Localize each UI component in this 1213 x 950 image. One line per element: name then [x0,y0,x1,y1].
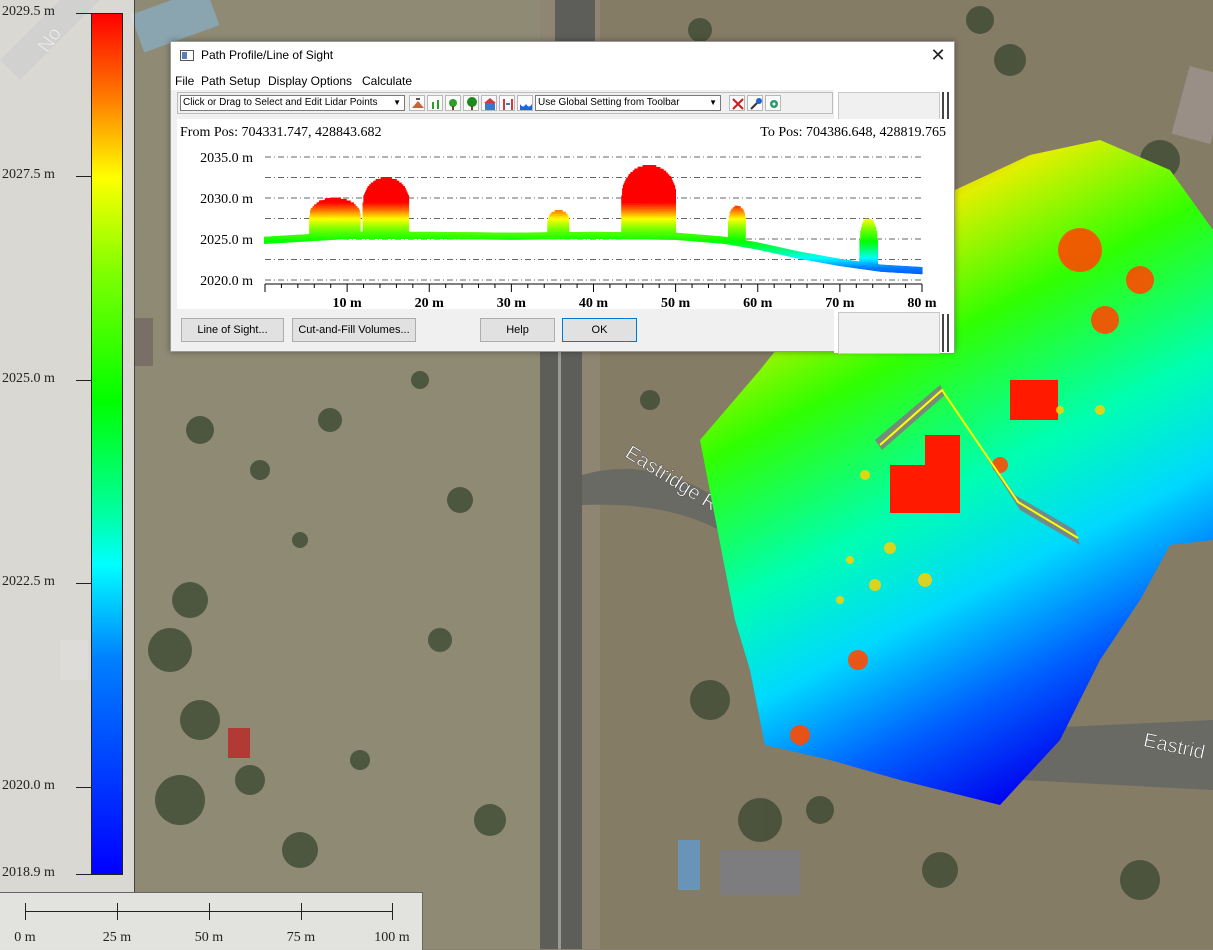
scale-label: 75 m [287,930,315,946]
divider [947,314,949,352]
scale-tick [209,903,210,920]
legend-label: 2025.0 m [2,371,55,387]
x-tick-label: 60 m [743,296,773,309]
scale-label: 25 m [103,930,131,946]
chevron-down-icon: ▼ [709,96,717,110]
menu-file[interactable]: File [175,74,194,88]
menu-display-options[interactable]: Display Options [268,74,352,88]
y-tick-label: 2025.0 m [200,233,253,248]
close-icon: ✕ [930,45,945,65]
profile-point [567,217,569,219]
legend-label: 2027.5 m [2,167,55,183]
side-panel-box [838,312,940,354]
x-tick-label: 50 m [661,296,691,309]
scale-tick [25,903,26,920]
from-position: From Pos: 704331.747, 428843.682 [180,125,381,141]
menu-path-setup[interactable]: Path Setup [201,74,260,88]
divider [942,92,944,122]
profile-plot-area[interactable]: From Pos: 704331.747, 428843.682 To Pos:… [177,119,949,309]
low-vegetation-icon[interactable] [427,95,443,111]
x-tick-label: 30 m [497,296,527,309]
x-tick-label: 40 m [579,296,609,309]
legend-label: 2022.5 m [2,574,55,590]
profile-point [358,213,360,215]
scale-tick [301,903,302,920]
delete-points-icon[interactable] [729,95,745,111]
global-setting-value: Use Global Setting from Toolbar [538,97,680,108]
legend-tick [76,176,91,177]
profile-chart[interactable]: 2020.0 m 2025.0 m 2030.0 m 2035.0 m 10 m 20 m… [177,119,949,309]
elevation-legend: 2029.5 m 2027.5 m 2025.0 m 2022.5 m 2020… [0,0,135,892]
ground-class-icon[interactable] [409,95,425,111]
scale-bar: 0 m 25 m 50 m 75 m 100 m [0,892,423,950]
y-tick-label: 2020.0 m [200,274,253,289]
legend-tick [76,787,91,788]
profile-toolbar: Click or Drag to Select and Edit Lidar P… [177,92,833,114]
path-profile-dialog[interactable]: Path Profile/Line of Sight ✕ File Path S… [170,41,955,352]
elevation-color-ramp [91,13,123,875]
y-tick-label: 2035.0 m [200,151,253,166]
legend-tick [76,583,91,584]
scale-label: 100 m [374,930,409,946]
lidar-edit-mode-value: Click or Drag to Select and Edit Lidar P… [183,97,378,108]
tools-icon[interactable] [747,95,763,111]
y-tick-label: 2030.0 m [200,192,253,207]
window-app-icon [180,50,194,61]
noise-class-icon[interactable] [499,95,515,111]
close-button[interactable]: ✕ [922,42,954,70]
x-tick-label: 10 m [333,296,363,309]
legend-tick [76,13,91,14]
scale-label: 0 m [14,930,35,946]
divider [942,314,944,352]
global-setting-select[interactable]: Use Global Setting from Toolbar ▼ [535,95,721,111]
legend-tick [76,874,91,875]
x-tick-label: 70 m [825,296,855,309]
settings-icon[interactable] [765,95,781,111]
water-class-icon[interactable] [517,95,533,111]
lidar-edit-mode-select[interactable]: Click or Drag to Select and Edit Lidar P… [180,95,405,111]
legend-label: 2020.0 m [2,778,55,794]
dialog-title: Path Profile/Line of Sight [201,48,333,62]
side-panel-box [838,92,940,120]
high-vegetation-icon[interactable] [463,95,479,111]
x-tick-label: 80 m [907,296,937,309]
profile-point [358,210,360,212]
scale-label: 50 m [195,930,223,946]
dialog-titlebar[interactable]: Path Profile/Line of Sight ✕ [171,42,954,70]
scale-tick [392,903,393,920]
legend-label-max: 2029.5 m [2,4,55,20]
x-tick-label: 20 m [415,296,445,309]
menu-bar: File Path Setup Display Options Calculat… [171,70,954,90]
menu-calculate[interactable]: Calculate [362,74,412,88]
scale-tick [117,903,118,920]
legend-tick [76,380,91,381]
chevron-down-icon: ▼ [393,96,401,110]
divider [947,92,949,122]
building-class-icon[interactable] [481,95,497,111]
to-position: To Pos: 704386.648, 428819.765 [760,125,946,141]
legend-label-min: 2018.9 m [2,865,55,881]
medium-vegetation-icon[interactable] [445,95,461,111]
profile-point [407,195,409,197]
